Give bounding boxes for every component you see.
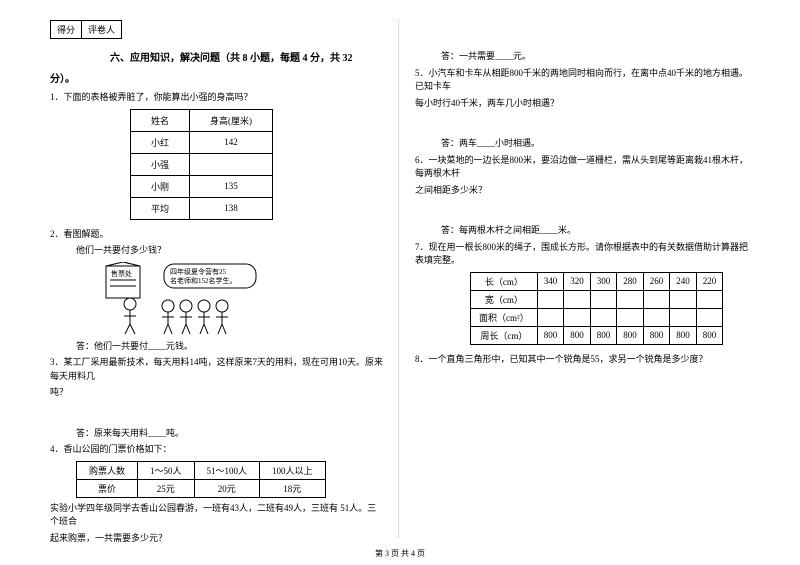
q3-answer: 答：原来每天用料____吨。 bbox=[76, 427, 385, 441]
column-divider bbox=[398, 20, 399, 537]
cell bbox=[564, 308, 591, 326]
sign2b-text: 名老师和152名学生。 bbox=[170, 276, 237, 285]
q6-line2: 之间相距多少米？ bbox=[415, 184, 750, 198]
q2-line2: 他们一共要付多少钱？ bbox=[76, 244, 385, 258]
q4-r2: 25元 bbox=[138, 479, 195, 497]
q2-answer: 答：他们一共要付____元钱。 bbox=[76, 340, 385, 354]
cell bbox=[564, 290, 591, 308]
q7-c5: 240 bbox=[670, 272, 697, 290]
q3-line2: 吨？ bbox=[50, 386, 385, 400]
q7-c2: 300 bbox=[590, 272, 617, 290]
cell bbox=[643, 308, 670, 326]
spacer bbox=[415, 113, 750, 137]
q7-c3: 280 bbox=[617, 272, 644, 290]
q7-p3: 800 bbox=[617, 326, 644, 344]
page-footer: 第 3 页 共 4 页 bbox=[0, 548, 800, 559]
q2-illustration: 售票处 四年级夏令营有25 名老师和152名学生。 bbox=[100, 262, 260, 336]
sign1-text: 售票处 bbox=[111, 269, 132, 278]
q4-answer: 答：一共需要____元。 bbox=[441, 50, 750, 64]
section-title: 六、应用知识，解决问题（共 8 小题，每题 4 分，共 32 bbox=[110, 49, 385, 64]
q6-line1: 6．一块菜地的一边长是800米，要沿边做一道栅栏，需从头到尾等距离栽41根木杆，… bbox=[415, 154, 750, 181]
q7-p5: 800 bbox=[670, 326, 697, 344]
cell bbox=[696, 290, 723, 308]
q1-r4c1: 平均 bbox=[131, 197, 190, 219]
cell bbox=[643, 290, 670, 308]
score-box: 得分 评卷人 bbox=[50, 20, 122, 39]
q7-r1-label: 长（cm） bbox=[471, 272, 538, 290]
q1-r3c1: 小刚 bbox=[131, 175, 190, 197]
spacer bbox=[415, 20, 750, 50]
q1-text: 1．下面的表格被弄脏了，你能算出小强的身高吗？ bbox=[50, 91, 385, 105]
q4-h4: 100人以上 bbox=[260, 461, 326, 479]
grader-label: 评卷人 bbox=[82, 21, 121, 38]
q5-line2: 每小时行40千米，两车几小时相遇？ bbox=[415, 97, 750, 111]
q1-r2c1: 小强 bbox=[131, 153, 190, 175]
cell bbox=[670, 290, 697, 308]
q7-c0: 340 bbox=[537, 272, 564, 290]
q7-c4: 260 bbox=[643, 272, 670, 290]
q7-p2: 800 bbox=[590, 326, 617, 344]
sign2a-text: 四年级夏令营有25 bbox=[170, 267, 226, 276]
q6-answer: 答：每两根木杆之间相距____米。 bbox=[441, 224, 750, 238]
cell bbox=[537, 290, 564, 308]
q7-p6: 800 bbox=[696, 326, 723, 344]
q7-p4: 800 bbox=[643, 326, 670, 344]
q4-h2: 1～50人 bbox=[138, 461, 195, 479]
q4-line1: 4．香山公园的门票价格如下： bbox=[50, 443, 385, 457]
cell bbox=[617, 290, 644, 308]
score-label: 得分 bbox=[51, 21, 82, 38]
q7-p1: 800 bbox=[564, 326, 591, 344]
q2-line1: 2．看图解题。 bbox=[50, 228, 385, 242]
cell bbox=[590, 308, 617, 326]
q7-r4-label: 周长（cm） bbox=[471, 326, 538, 344]
q7-r3-label: 面积（cm²） bbox=[471, 308, 538, 326]
page-container: 得分 评卷人 六、应用知识，解决问题（共 8 小题，每题 4 分，共 32 分）… bbox=[0, 0, 800, 558]
q1-r1c2: 142 bbox=[190, 131, 273, 153]
q4-table: 购票人数 1～50人 51～100人 100人以上 票价 25元 20元 18元 bbox=[76, 461, 326, 498]
section-suffix: 分）。 bbox=[50, 70, 385, 85]
q1-r4c2: 138 bbox=[190, 197, 273, 219]
cell bbox=[537, 308, 564, 326]
q4-r3: 20元 bbox=[194, 479, 260, 497]
q7-r2-label: 宽（cm） bbox=[471, 290, 538, 308]
q4-r1: 票价 bbox=[77, 479, 138, 497]
q1-table: 姓名身高(厘米) 小红142 小强 小刚135 平均138 bbox=[130, 109, 273, 220]
q5-line1: 5．小汽车和卡车从相距800千米的两地同时相向而行，在离中点40千米的地方相遇。… bbox=[415, 67, 750, 94]
q7-table: 长（cm） 340 320 300 280 260 240 220 宽（cm） … bbox=[470, 272, 723, 345]
q1-h1: 姓名 bbox=[131, 109, 190, 131]
q5-answer: 答：两车____小时相遇。 bbox=[441, 137, 750, 151]
q7-c1: 320 bbox=[564, 272, 591, 290]
q3-line1: 3．某工厂采用最新技术，每天用料14吨，这样原来7天的用料，现在可用10天。原来… bbox=[50, 356, 385, 383]
q4-line3: 起来购票，一共需要多少元？ bbox=[50, 532, 385, 546]
cell bbox=[670, 308, 697, 326]
spacer bbox=[415, 200, 750, 224]
q1-h2: 身高(厘米) bbox=[190, 109, 273, 131]
right-column: 答：一共需要____元。 5．小汽车和卡车从相距800千米的两地同时相向而行，在… bbox=[415, 20, 750, 548]
cell bbox=[617, 308, 644, 326]
q7-p0: 800 bbox=[537, 326, 564, 344]
q1-r3c2: 135 bbox=[190, 175, 273, 197]
cell bbox=[590, 290, 617, 308]
q1-r1c1: 小红 bbox=[131, 131, 190, 153]
left-column: 得分 评卷人 六、应用知识，解决问题（共 8 小题，每题 4 分，共 32 分）… bbox=[50, 20, 385, 548]
q7-c6: 220 bbox=[696, 272, 723, 290]
cell bbox=[696, 308, 723, 326]
spacer bbox=[50, 403, 385, 427]
q7-line1: 7．现在用一根长800米的绳子，围成长方形。请你根据表中的有关数据借助计算器把表… bbox=[415, 241, 750, 268]
q4-h3: 51～100人 bbox=[194, 461, 260, 479]
q8-line1: 8．一个直角三角形中，已知其中一个锐角是55，求另一个锐角是多少度？ bbox=[415, 353, 750, 367]
q4-h1: 购票人数 bbox=[77, 461, 138, 479]
q4-line2: 实验小学四年级同学去香山公园春游，一班有43人，二班有49人，三班有 51人。三… bbox=[50, 502, 385, 529]
q1-r2c2 bbox=[190, 153, 273, 175]
q4-r4: 18元 bbox=[260, 479, 326, 497]
